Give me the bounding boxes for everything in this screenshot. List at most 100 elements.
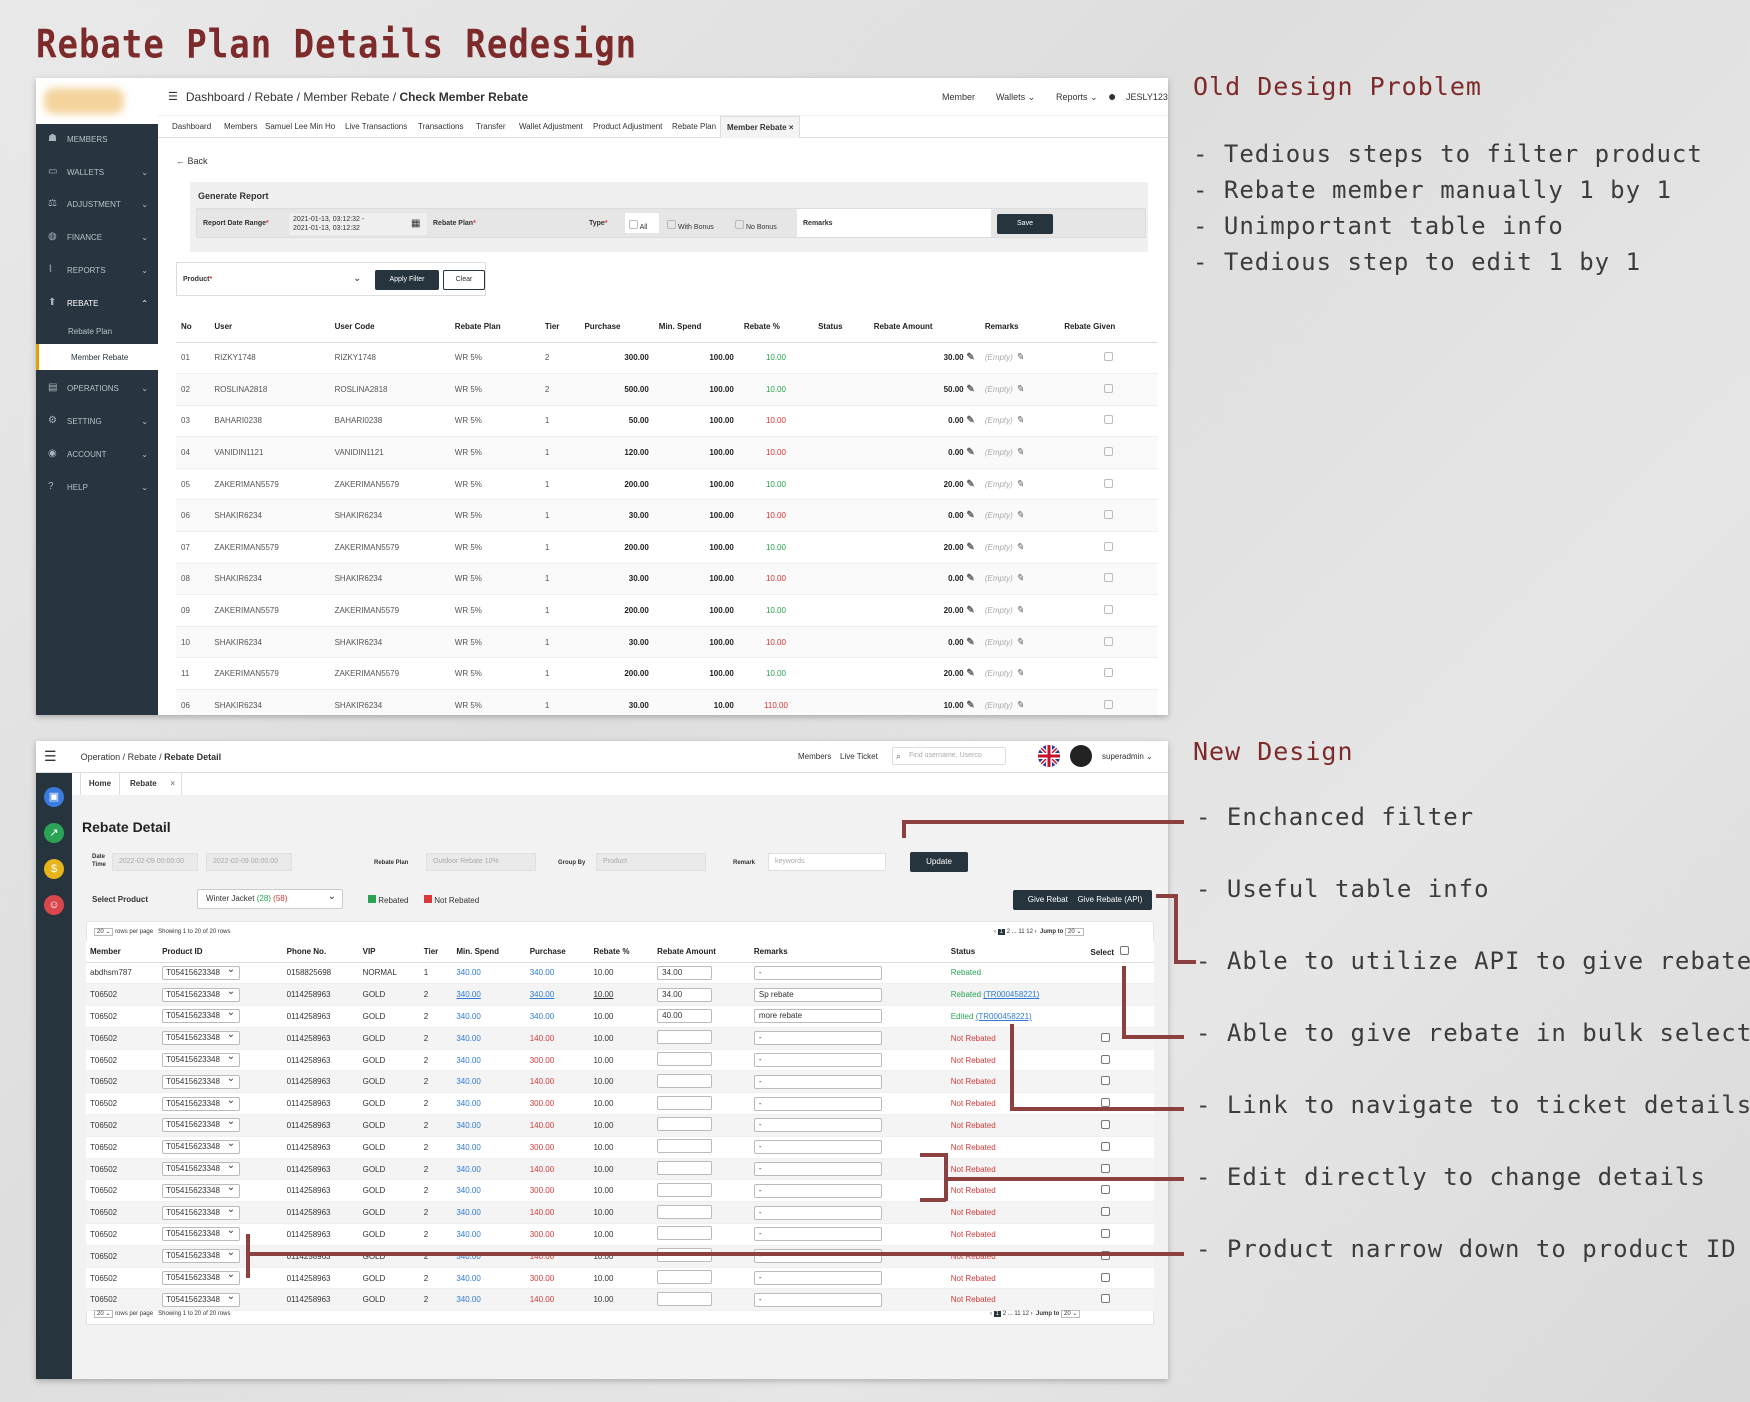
remarks-input[interactable]: - [753,1096,882,1111]
rebate-given-checkbox[interactable] [1104,636,1114,646]
edit-icon[interactable]: ✎ [1012,478,1024,490]
row-checkbox[interactable] [1100,1272,1110,1282]
row-checkbox[interactable] [1100,1076,1110,1086]
min-spend-link[interactable]: 340.00 [456,1011,481,1021]
rebate-given-checkbox[interactable] [1104,541,1114,551]
rows-per-page-select[interactable]: 20 ⌄ [94,928,114,936]
breadcrumb-path[interactable]: Operation / Rebate / [80,751,165,762]
row-checkbox[interactable] [1100,1185,1110,1195]
rebate-amount-input[interactable] [657,1052,713,1067]
product-id-select[interactable]: T05415623348 [162,986,241,1002]
column-header[interactable]: Remarks [979,312,1060,343]
product-id-select[interactable]: T05415623348 [162,1247,241,1264]
remarks-input[interactable]: - [753,1074,882,1089]
tab-live-transactions[interactable]: Live Transactions [345,122,408,131]
edit-icon[interactable]: ✎ [963,447,975,459]
close-icon[interactable]: × [788,123,794,132]
page-12[interactable]: 12 [1022,1311,1029,1317]
edit-icon[interactable]: ✎ [963,573,975,585]
jump-select[interactable]: 20 ⌄ [1061,1310,1081,1318]
remarks-input[interactable]: - [753,1031,882,1046]
edit-icon[interactable]: ✎ [1012,352,1024,364]
rebate-given-checkbox[interactable] [1104,415,1114,425]
tab-transfer[interactable]: Transfer [476,122,506,131]
remarks-input[interactable]: - [753,965,882,980]
column-header[interactable]: Member [86,941,159,963]
edit-icon[interactable]: ✎ [963,383,975,395]
type-with-bonus[interactable]: With Bonus [667,220,714,231]
rebate-amount-input[interactable] [657,1270,713,1285]
user-menu[interactable]: superadmin ⌄ [1102,752,1153,761]
column-header[interactable]: Select [1086,941,1154,963]
sidebar-item-members[interactable]: ☗ MEMBERS [48,133,108,144]
min-spend-link[interactable]: 340.00 [456,990,481,1000]
column-header[interactable]: Rebate % [589,941,654,963]
page-next[interactable]: › [1034,929,1037,935]
remarks-input[interactable]: Sp rebate [753,987,882,1002]
remarks-input[interactable]: - [753,1183,882,1198]
tab-member-rebate[interactable]: Member Rebate × [720,116,801,138]
remarks-input[interactable]: - [753,1205,882,1220]
min-spend-link[interactable]: 340.00 [456,1295,481,1305]
column-header[interactable]: Rebate Amount [653,941,750,963]
rebate-amount-input[interactable]: 34.00 [657,965,713,980]
rebate-amount-input[interactable] [657,1291,713,1306]
column-header[interactable]: Tier [539,312,580,343]
rebate-given-checkbox[interactable] [1104,510,1114,520]
page-next[interactable]: › [1030,1311,1033,1317]
row-checkbox[interactable] [1100,1228,1110,1238]
page-11[interactable]: 11 [1014,1311,1021,1317]
rows-per-page-select[interactable]: 20 ⌄ [94,1310,114,1318]
product-id-select[interactable]: T05415623348 [162,1029,241,1046]
sidebar-subitem-member-rebate[interactable]: Member Rebate [36,344,158,370]
rebate-given-checkbox[interactable] [1104,447,1114,457]
column-header[interactable]: Purchase [579,312,654,343]
save-button[interactable]: Save [997,214,1053,234]
remarks-input[interactable]: more rebate [753,1009,882,1024]
column-header[interactable]: Min. Spend [452,941,526,963]
column-header[interactable]: Purchase [525,941,590,963]
nav-members[interactable]: Members [798,752,832,761]
tab-rebate[interactable]: Rebate × [122,773,182,795]
give-rebate-api-button[interactable]: Give Rebate (API) [1068,890,1152,910]
edit-icon[interactable]: ✎ [963,415,975,427]
edit-icon[interactable]: ✎ [1012,415,1024,427]
rebate-amount-input[interactable] [657,1226,713,1241]
remarks-input[interactable]: - [753,1162,882,1177]
sidebar-item-help[interactable]: ? HELP ⌄ [48,481,148,492]
edit-icon[interactable]: ✎ [963,541,975,553]
row-checkbox[interactable] [1100,1163,1110,1173]
group-by-select[interactable]: Product [596,853,706,871]
type-no-bonus[interactable]: No Bonus [735,220,777,231]
page-2[interactable]: 2 [1006,929,1011,935]
sidebar-item-reports[interactable]: ⌇ REPORTS ⌄ [48,264,148,275]
remark-input[interactable]: keywords [768,853,886,871]
dashboard-icon[interactable]: ▣ [44,787,64,807]
apply-filter-button[interactable]: Apply Filter [375,270,439,290]
page-11[interactable]: 11 [1018,929,1025,935]
min-spend-link[interactable]: 340.00 [456,1077,481,1087]
rebate-icon[interactable]: $ [44,859,64,879]
tab-transactions[interactable]: Transactions [418,122,464,131]
uk-flag-icon[interactable] [1038,745,1060,767]
row-checkbox[interactable] [1100,1294,1110,1304]
rebate-amount-input[interactable] [657,1139,713,1154]
remarks-input[interactable]: - [753,1140,882,1155]
column-header[interactable]: Rebate Plan [449,312,540,343]
edit-icon[interactable]: ✎ [963,699,975,711]
edit-icon[interactable]: ✎ [1012,447,1024,459]
edit-icon[interactable]: ✎ [1012,699,1024,711]
min-spend-link[interactable]: 340.00 [456,1142,481,1152]
remarks-input[interactable]: - [753,1053,882,1068]
product-id-select[interactable]: T05415623348 [162,1269,241,1286]
rebate-plan-select[interactable]: Outdoor Rebate 10% [426,853,536,871]
sidebar-item-account[interactable]: ◉ ACCOUNT ⌄ [48,448,148,459]
checkbox[interactable] [629,220,638,229]
tab-member-profile[interactable]: Samuel Lee Min Ho [265,122,336,131]
tab-dashboard[interactable]: Dashboard [172,122,212,131]
sidebar-item-setting[interactable]: ⚙ SETTING ⌄ [48,415,148,426]
column-header[interactable]: Remarks [749,941,947,963]
row-checkbox[interactable] [1100,1098,1110,1108]
column-header[interactable]: No [176,312,210,343]
min-spend-link[interactable]: 340.00 [456,1273,481,1283]
